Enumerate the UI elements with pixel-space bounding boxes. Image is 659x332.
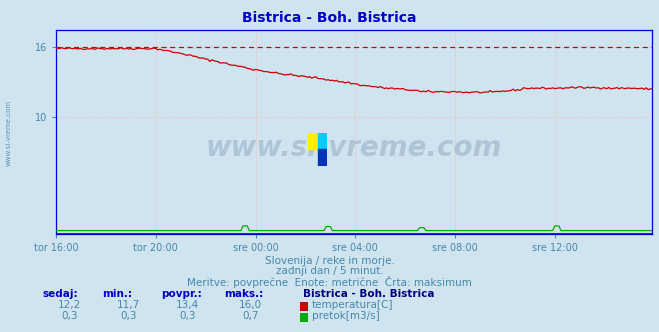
Text: 13,4: 13,4: [176, 300, 200, 310]
Text: povpr.:: povpr.:: [161, 289, 202, 299]
Text: www.si-vreme.com: www.si-vreme.com: [5, 100, 11, 166]
Text: maks.:: maks.:: [224, 289, 264, 299]
Text: temperatura[C]: temperatura[C]: [312, 300, 393, 310]
Text: 11,7: 11,7: [117, 300, 140, 310]
Text: sedaj:: sedaj:: [43, 289, 78, 299]
Bar: [318, 133, 327, 149]
Text: 12,2: 12,2: [57, 300, 81, 310]
Text: Slovenija / reke in morje.: Slovenija / reke in morje.: [264, 256, 395, 266]
Text: zadnji dan / 5 minut.: zadnji dan / 5 minut.: [275, 266, 384, 276]
Text: Meritve: povprečne  Enote: metrične  Črta: maksimum: Meritve: povprečne Enote: metrične Črta:…: [187, 276, 472, 288]
Text: 0,3: 0,3: [179, 311, 196, 321]
Text: 16,0: 16,0: [239, 300, 262, 310]
Text: pretok[m3/s]: pretok[m3/s]: [312, 311, 380, 321]
Text: 0,3: 0,3: [120, 311, 137, 321]
Text: www.si-vreme.com: www.si-vreme.com: [206, 134, 502, 162]
Text: min.:: min.:: [102, 289, 132, 299]
Text: Bistrica - Boh. Bistrica: Bistrica - Boh. Bistrica: [243, 11, 416, 25]
Bar: [308, 133, 318, 149]
Text: 0,7: 0,7: [242, 311, 259, 321]
Text: 0,3: 0,3: [61, 311, 78, 321]
Bar: [318, 149, 327, 166]
Text: Bistrica - Boh. Bistrica: Bistrica - Boh. Bistrica: [303, 289, 435, 299]
